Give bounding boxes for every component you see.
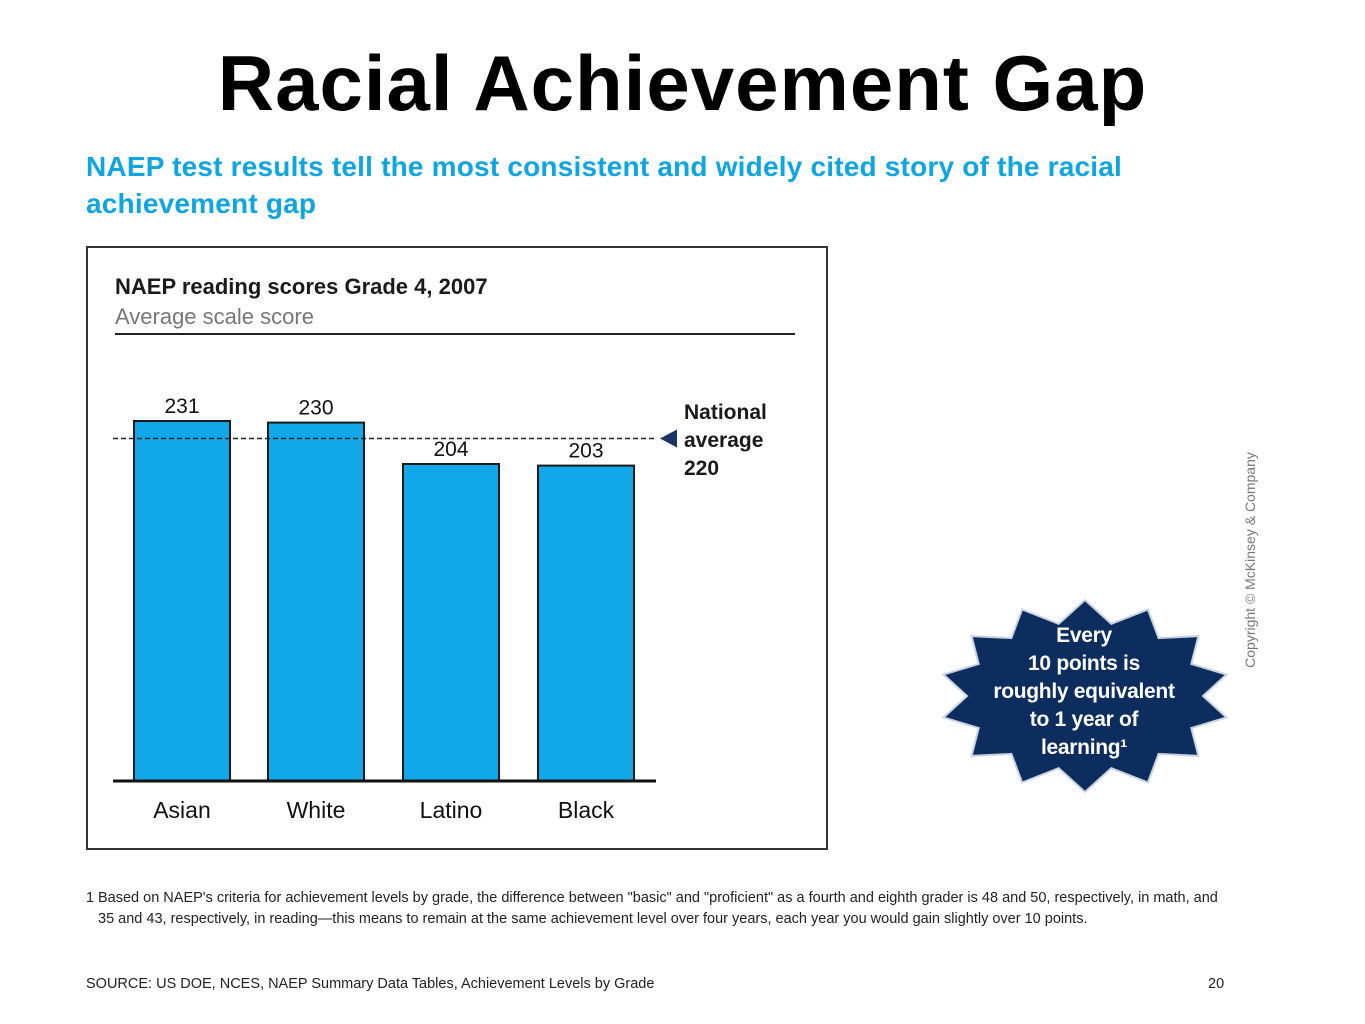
category-label: Latino bbox=[420, 797, 483, 823]
page-number: 20 bbox=[1208, 976, 1225, 992]
category-label: White bbox=[287, 797, 346, 823]
copyright-notice: Copyright © McKinsey & Company bbox=[1242, 452, 1258, 668]
footnote-number: 1 bbox=[86, 890, 95, 906]
bar bbox=[133, 420, 231, 782]
headline: NAEP test results tell the most consiste… bbox=[86, 151, 1122, 219]
category-label: Black bbox=[558, 797, 615, 823]
category-label: Asian bbox=[153, 797, 211, 823]
reference-label: National bbox=[684, 401, 767, 424]
bar bbox=[267, 421, 365, 782]
badge-line: 10 points is bbox=[1028, 652, 1140, 675]
footnote: 1 Based on NAEP's criteria for achieveme… bbox=[86, 888, 1236, 930]
data-label: 204 bbox=[433, 438, 468, 461]
data-label: 203 bbox=[568, 440, 603, 463]
source-note: SOURCE: US DOE, NCES, NAEP Summary Data … bbox=[86, 976, 655, 992]
badge-line: Every bbox=[1056, 624, 1112, 647]
bar bbox=[402, 463, 500, 782]
data-label: 230 bbox=[298, 397, 333, 420]
badge-line: learning¹ bbox=[1041, 736, 1127, 759]
chart-frame bbox=[86, 246, 828, 850]
badge-line: roughly equivalent bbox=[993, 680, 1175, 703]
reference-label: 220 bbox=[684, 457, 719, 480]
reference-label: average bbox=[684, 429, 763, 452]
chart-title: NAEP reading scores Grade 4, 2007 bbox=[115, 274, 488, 299]
chart-subtitle: Average scale score bbox=[115, 304, 314, 329]
bar bbox=[537, 464, 635, 782]
badge-line: to 1 year of bbox=[1029, 708, 1139, 731]
chart-title-rule bbox=[115, 333, 795, 335]
starburst-badge-icon bbox=[941, 598, 1229, 794]
badge-text: Every 10 points is roughly equivalent to… bbox=[968, 622, 1200, 762]
footnote-text: Based on NAEP's criteria for achievement… bbox=[98, 890, 1218, 927]
data-label: 231 bbox=[164, 395, 199, 418]
reference-marker-icon bbox=[660, 429, 677, 448]
slide-title: Racial Achievement Gap bbox=[217, 39, 1148, 127]
